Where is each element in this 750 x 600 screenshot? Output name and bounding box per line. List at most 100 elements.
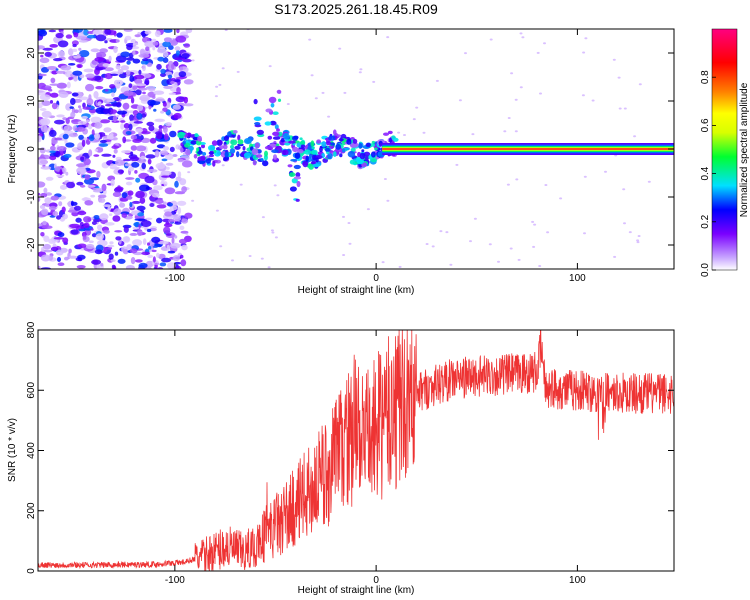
- noise-blob: [163, 37, 172, 43]
- noise-blob: [181, 160, 193, 168]
- noise-blob: [49, 100, 54, 104]
- noise-blob: [138, 87, 148, 91]
- noise-blob: [94, 57, 105, 62]
- noise-speck: [637, 235, 641, 237]
- y-tick-label: 10: [26, 95, 37, 107]
- noise-blob: [55, 68, 59, 71]
- noise-blob: [78, 39, 89, 43]
- transition-blob: [264, 121, 272, 126]
- noise-blob: [151, 236, 161, 243]
- noise-blob: [47, 126, 51, 132]
- noise-blob: [95, 67, 106, 70]
- noise-blob: [43, 187, 48, 194]
- noise-speck: [517, 258, 521, 261]
- noise-blob: [125, 131, 132, 135]
- noise-blob: [178, 238, 188, 244]
- noise-blob: [59, 184, 68, 190]
- noise-blob: [139, 197, 146, 204]
- noise-blob: [144, 30, 152, 35]
- noise-speck: [191, 59, 195, 62]
- noise-blob: [163, 126, 168, 134]
- noise-blob: [151, 38, 157, 42]
- noise-blob: [133, 121, 143, 124]
- noise-blob: [135, 89, 142, 96]
- noise-blob: [161, 257, 172, 263]
- noise-blob: [148, 246, 152, 250]
- transition-blob: [254, 142, 260, 149]
- noise-blob: [112, 191, 122, 197]
- noise-blob: [38, 90, 46, 96]
- noise-blob: [69, 106, 74, 109]
- noise-blob: [138, 262, 148, 269]
- transition-blob: [290, 158, 298, 162]
- noise-speck: [622, 188, 626, 191]
- noise-blob: [80, 184, 86, 188]
- noise-blob: [62, 133, 69, 140]
- noise-blob: [120, 65, 130, 71]
- noise-blob: [101, 183, 107, 192]
- noise-blob: [57, 232, 65, 238]
- noise-blob: [56, 114, 65, 118]
- noise-blob: [112, 115, 118, 122]
- noise-blob: [157, 56, 165, 62]
- noise-blob: [127, 190, 134, 196]
- noise-blob: [104, 88, 109, 92]
- transition-blob: [330, 142, 336, 146]
- noise-speck: [469, 240, 472, 243]
- transition-blob: [349, 159, 355, 165]
- noise-blob: [76, 163, 86, 168]
- transition-blob: [293, 176, 302, 180]
- noise-blob: [38, 45, 45, 50]
- noise-blob: [68, 133, 79, 138]
- colorbar-tick-label: 0.8: [700, 70, 711, 84]
- noise-blob: [55, 249, 64, 256]
- noise-speck: [591, 99, 595, 102]
- noise-blob: [134, 170, 138, 174]
- noise-speck: [338, 47, 342, 50]
- noise-speck: [248, 255, 252, 257]
- transition-blob: [272, 131, 280, 136]
- noise-blob: [152, 95, 156, 99]
- noise-blob: [125, 181, 133, 186]
- y-tick-label: 0: [26, 146, 37, 152]
- noise-blob: [155, 119, 164, 122]
- noise-blob: [135, 190, 145, 199]
- transition-blob: [387, 130, 393, 135]
- noise-blob: [183, 103, 194, 107]
- x-tick-label: 0: [373, 575, 379, 586]
- spectrogram-marks: [38, 29, 674, 269]
- noise-blob: [130, 134, 138, 140]
- noise-blob: [99, 48, 108, 54]
- noise-speck: [628, 231, 632, 234]
- noise-blob: [55, 70, 66, 74]
- noise-blob: [174, 46, 181, 51]
- transition-blob: [182, 140, 186, 145]
- noise-blob: [129, 201, 133, 208]
- noise-speck: [231, 259, 234, 262]
- noise-speck: [310, 74, 314, 77]
- tone-band: [382, 148, 674, 150]
- noise-blob: [133, 74, 145, 80]
- noise-blob: [153, 90, 165, 95]
- transition-blob: [229, 148, 236, 154]
- noise-blob: [54, 150, 61, 158]
- noise-speck: [538, 265, 542, 267]
- transition-blob: [271, 149, 279, 154]
- noise-blob: [98, 197, 106, 203]
- colorbar-tick-label: 0.4: [700, 166, 711, 180]
- transition-blob: [223, 135, 229, 141]
- noise-blob: [154, 30, 161, 38]
- transition-blob: [280, 137, 285, 143]
- transition-blob: [276, 89, 282, 94]
- transition-blob: [208, 154, 215, 158]
- noise-blob: [163, 226, 171, 234]
- transition-blob: [212, 160, 216, 167]
- noise-speck: [327, 115, 331, 118]
- noise-speck: [613, 255, 617, 258]
- noise-blob: [77, 64, 82, 68]
- noise-blob: [170, 40, 179, 44]
- noise-blob: [182, 58, 192, 63]
- noise-blob: [103, 229, 110, 234]
- noise-blob: [107, 206, 111, 212]
- noise-blob: [135, 83, 147, 87]
